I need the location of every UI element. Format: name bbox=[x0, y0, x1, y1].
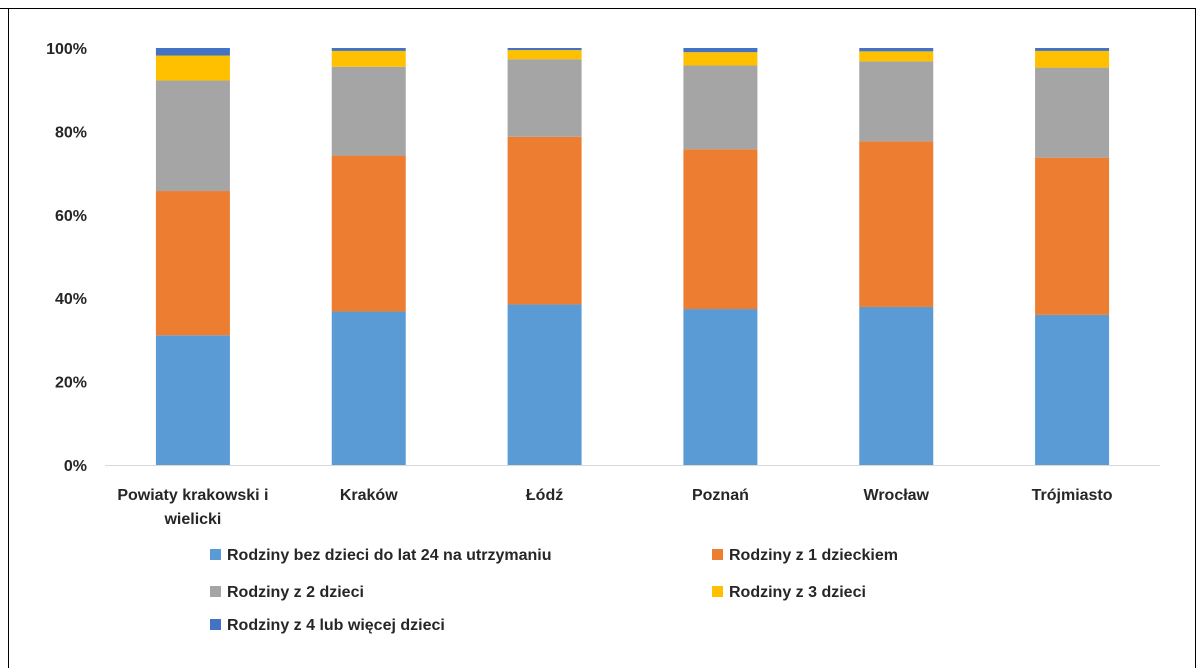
bar-segment bbox=[683, 309, 758, 465]
y-axis: 0% 20% 40% 60% 80% 100% bbox=[46, 41, 87, 475]
bar-segment bbox=[683, 48, 758, 53]
bar-segment bbox=[683, 65, 758, 150]
bar-segment bbox=[331, 311, 406, 465]
bar-segment bbox=[859, 48, 934, 52]
y-tick-label: 100% bbox=[46, 41, 87, 58]
legend-swatch bbox=[210, 586, 221, 597]
x-tick-label: Trójmiasto bbox=[1032, 487, 1113, 504]
chart-frame bbox=[8, 8, 1196, 668]
bar-segment bbox=[1035, 50, 1110, 68]
bar-segment bbox=[507, 304, 582, 465]
stacked-bar-chart: 0% 20% 40% 60% 80% 100% Powiaty krakowski i wi… bbox=[46, 41, 1160, 634]
bar-segment bbox=[1035, 67, 1110, 158]
x-tick-label: Powiaty krakowski i bbox=[117, 487, 268, 504]
bar-segment bbox=[155, 80, 230, 192]
y-tick-label: 20% bbox=[55, 375, 87, 392]
legend-swatch bbox=[712, 586, 723, 597]
y-tick-label: 0% bbox=[64, 458, 87, 475]
bar-segment bbox=[507, 136, 582, 305]
bar-segment bbox=[331, 48, 406, 51]
legend-label: Rodziny bez dzieci do lat 24 na utrzyman… bbox=[227, 547, 552, 564]
bar-segment bbox=[859, 306, 934, 465]
bars bbox=[155, 48, 1110, 465]
bar-segment bbox=[507, 50, 582, 60]
legend-label: Rodziny z 1 dzieckiem bbox=[729, 547, 898, 564]
y-tick-label: 80% bbox=[55, 124, 87, 141]
bar-segment bbox=[683, 52, 758, 66]
bar-segment bbox=[155, 191, 230, 336]
bar-segment bbox=[1035, 157, 1110, 315]
bar-segment bbox=[155, 48, 230, 56]
top-left-mark bbox=[0, 0, 100, 9]
legend-label: Rodziny z 2 dzieci bbox=[227, 584, 364, 601]
x-tick-label: Łódź bbox=[526, 487, 563, 504]
legend-label: Rodziny z 3 dzieci bbox=[729, 584, 866, 601]
bar-segment bbox=[507, 48, 582, 51]
bar-segment bbox=[155, 55, 230, 81]
bar-segment bbox=[1035, 314, 1110, 465]
bar-segment bbox=[859, 141, 934, 307]
legend: Rodziny bez dzieci do lat 24 na utrzyman… bbox=[210, 547, 898, 634]
legend-label: Rodziny z 4 lub więcej dzieci bbox=[227, 617, 445, 634]
x-tick-label: Kraków bbox=[340, 487, 398, 504]
bar-segment bbox=[1035, 48, 1110, 51]
bar-segment bbox=[683, 149, 758, 310]
legend-swatch bbox=[210, 549, 221, 560]
x-tick-label: wielicki bbox=[163, 511, 221, 528]
x-axis: Powiaty krakowski i wielicki Kraków Łódź Poz… bbox=[117, 487, 1112, 528]
x-tick-label: Poznań bbox=[692, 487, 749, 504]
bar-segment bbox=[507, 59, 582, 137]
bar-segment bbox=[859, 51, 934, 62]
bar-segment bbox=[859, 61, 934, 142]
x-tick-label: Wrocław bbox=[864, 487, 930, 504]
bar-segment bbox=[331, 50, 406, 67]
legend-swatch bbox=[210, 619, 221, 630]
bar-segment bbox=[331, 155, 406, 312]
y-tick-label: 60% bbox=[55, 208, 87, 225]
bar-segment bbox=[155, 335, 230, 465]
legend-swatch bbox=[712, 549, 723, 560]
y-tick-label: 40% bbox=[55, 291, 87, 308]
bar-segment bbox=[331, 66, 406, 156]
